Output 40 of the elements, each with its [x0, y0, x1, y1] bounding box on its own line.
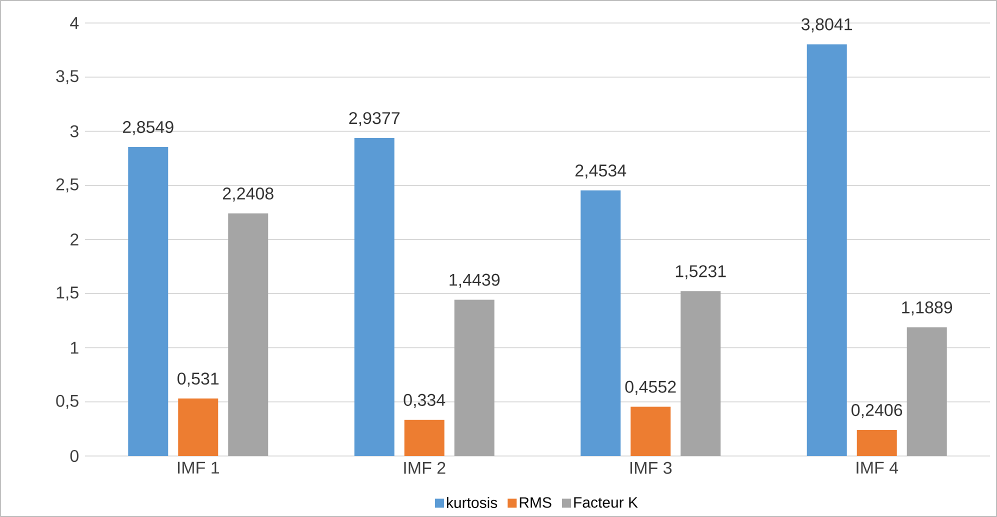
- bar: [354, 138, 394, 456]
- data-label: 2,4534: [575, 164, 626, 179]
- x-tick-label: IMF 2: [404, 462, 446, 474]
- data-label: 0,531: [178, 372, 219, 387]
- bar: [856, 430, 897, 456]
- bar: [680, 291, 721, 456]
- data-label: 0,334: [404, 394, 446, 408]
- y-tick-label: 4: [70, 17, 79, 29]
- bar: [128, 146, 168, 456]
- bar: [630, 406, 671, 456]
- legend-label: Facteur K: [574, 497, 638, 508]
- data-label: 0,4552: [625, 380, 676, 395]
- legend-label: RMS: [520, 497, 552, 508]
- x-tick-label: IMF 4: [856, 462, 898, 474]
- bar: [404, 420, 444, 456]
- y-tick-label: 3,5: [56, 70, 78, 84]
- data-label: 1,1889: [902, 301, 952, 316]
- bar: [806, 44, 847, 456]
- data-label: 3,8041: [802, 18, 852, 32]
- y-tick-label: 2,5: [56, 178, 78, 192]
- bar: [454, 300, 494, 456]
- data-label: 2,8549: [123, 121, 174, 136]
- y-tick-label: 0,5: [56, 394, 78, 409]
- data-label: 1,4439: [450, 274, 500, 288]
- y-tick-label: 2: [70, 234, 78, 246]
- data-label: 2,2408: [223, 188, 274, 202]
- y-tick-label: 1,5: [56, 286, 78, 301]
- x-tick-label: IMF 3: [630, 462, 672, 474]
- data-label: 2,9377: [349, 112, 400, 126]
- bar: [178, 398, 218, 456]
- data-label: 1,5231: [676, 265, 726, 280]
- bar: [580, 190, 621, 456]
- y-tick-label: 1: [70, 342, 78, 354]
- x-tick-label: IMF 1: [178, 462, 220, 474]
- y-tick-label: 0: [70, 450, 78, 462]
- data-label: 0,2406: [852, 404, 902, 418]
- bar: [228, 213, 268, 456]
- legend-label: kurtosis: [446, 496, 498, 508]
- y-tick-label: 3: [70, 125, 78, 138]
- bar: [906, 327, 947, 456]
